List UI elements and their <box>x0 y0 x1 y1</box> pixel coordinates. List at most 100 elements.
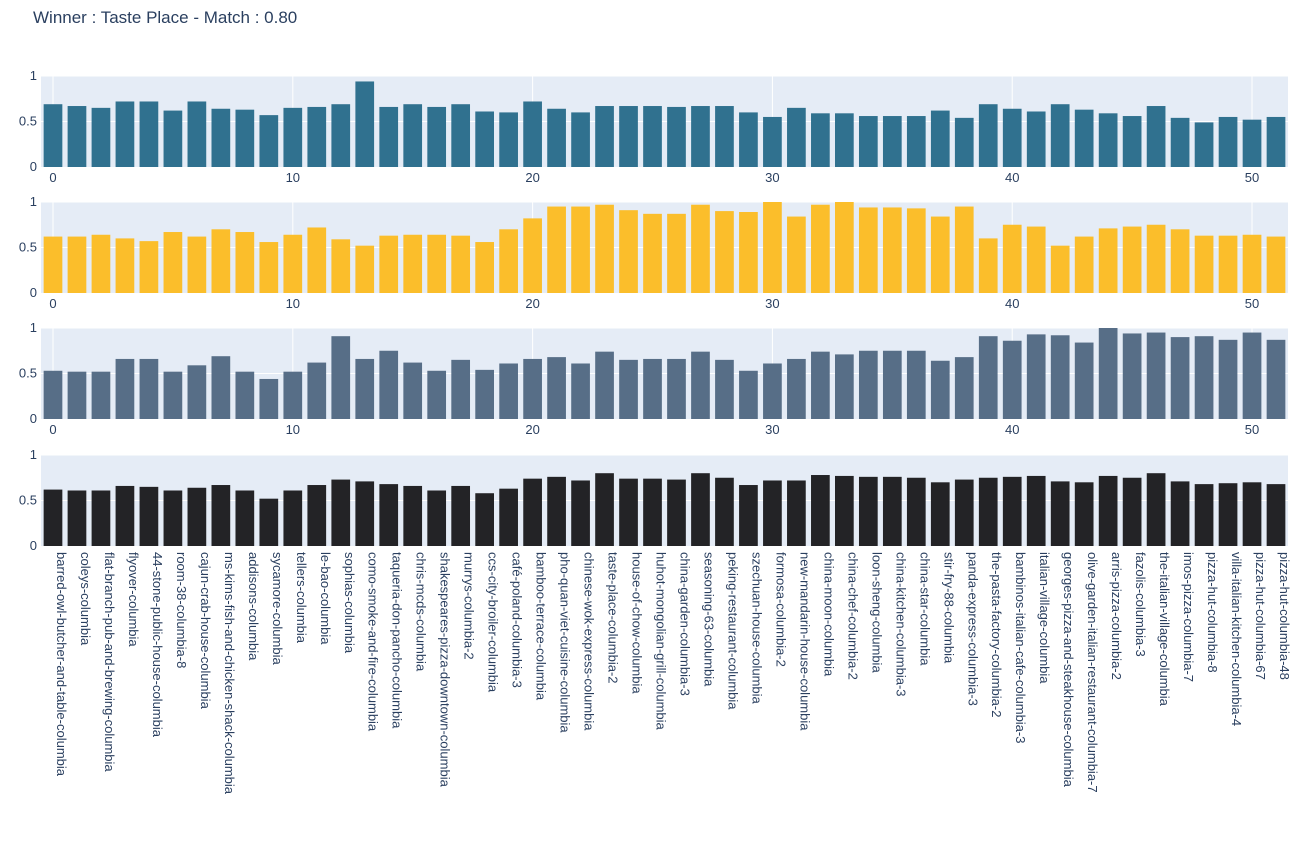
x-index-tick-label: 20 <box>525 296 539 311</box>
bar <box>1050 104 1070 167</box>
bar <box>595 204 614 293</box>
x-category-label: taqueria-don-pancho-columbia <box>390 552 405 729</box>
bar <box>954 206 974 293</box>
bar <box>235 109 255 167</box>
x-category-label: tellers-columbia <box>294 552 309 644</box>
bar <box>379 350 399 419</box>
y-tick-label: 0 <box>30 538 37 553</box>
bar <box>43 236 63 293</box>
y-tick-label: 0.5 <box>19 493 37 508</box>
bar <box>1266 116 1286 167</box>
bar <box>139 358 159 419</box>
bar <box>427 234 447 293</box>
bar <box>787 107 806 167</box>
x-category-label: new-mandarin-house-columbia <box>797 552 812 731</box>
bar <box>1074 482 1094 546</box>
bar <box>475 111 494 167</box>
bar <box>379 484 399 546</box>
y-tick-label: 1 <box>30 68 37 83</box>
bar <box>451 485 471 546</box>
x-category-label: fazolis-columbia-3 <box>1133 552 1148 657</box>
bar <box>1026 111 1046 167</box>
bar <box>595 351 614 419</box>
bar <box>667 358 686 419</box>
bar <box>858 116 878 167</box>
bar <box>835 475 854 546</box>
x-category-label: china-garden-columbia-3 <box>677 552 692 696</box>
x-category-label: peking-restaurant-columbia <box>725 552 740 710</box>
bar <box>547 206 566 293</box>
bar <box>619 210 638 293</box>
bar <box>739 112 758 167</box>
bar <box>1002 476 1022 546</box>
bar <box>906 477 926 546</box>
y-tick-label: 0 <box>30 285 37 300</box>
bar <box>43 489 63 546</box>
bar <box>403 362 423 419</box>
x-category-label: formosa-columbia-2 <box>773 552 788 667</box>
x-category-label: villa-italian-kitchen-columbia-4 <box>1229 552 1244 726</box>
x-category-label: seasoning-63-columbia <box>701 552 716 687</box>
bar <box>67 106 87 167</box>
bar <box>763 480 782 546</box>
bar <box>739 370 758 419</box>
bar <box>930 482 950 546</box>
bar <box>691 351 710 419</box>
bar <box>427 106 447 167</box>
bar <box>643 358 662 419</box>
bar <box>499 112 518 167</box>
bar <box>1146 332 1166 419</box>
bar <box>115 238 135 293</box>
bar <box>1026 475 1046 546</box>
x-category-label: the-italian-village-columbia <box>1157 552 1172 707</box>
bar <box>187 101 207 167</box>
bar <box>787 216 806 293</box>
bar <box>187 365 207 419</box>
bar <box>1242 482 1262 546</box>
bar <box>259 242 279 293</box>
bar <box>1194 336 1214 419</box>
bar <box>858 476 878 546</box>
bar <box>1074 342 1094 419</box>
bar <box>91 490 111 546</box>
bar <box>1002 340 1022 419</box>
bar <box>307 485 327 546</box>
bar <box>403 104 423 167</box>
bar <box>259 115 279 167</box>
bar <box>1218 339 1238 419</box>
bar <box>427 370 447 419</box>
bar <box>355 358 375 419</box>
x-category-label: huhot-mongolian-grill-columbia <box>654 552 669 731</box>
bar <box>1170 481 1190 546</box>
bar <box>1194 235 1214 293</box>
bar <box>571 206 590 293</box>
bar <box>91 371 111 419</box>
x-category-label: room-38-columbia-8 <box>174 552 189 668</box>
bar <box>882 207 902 293</box>
bar <box>403 485 423 546</box>
bar <box>1074 109 1094 167</box>
bar <box>691 106 710 167</box>
bar <box>619 359 638 419</box>
bar <box>787 480 806 546</box>
bar <box>451 104 471 167</box>
bar <box>715 477 734 546</box>
y-tick-label: 1 <box>30 194 37 209</box>
bar <box>1218 116 1238 167</box>
bar <box>715 106 734 167</box>
bar <box>1242 119 1262 167</box>
bar <box>451 235 471 293</box>
bar <box>91 107 111 167</box>
x-category-label: 44-stone-public-house-columbia <box>150 552 165 738</box>
x-index-tick-label: 20 <box>525 422 539 437</box>
bar <box>451 359 471 419</box>
bar <box>930 360 950 419</box>
x-category-label: shakespeares-pizza-downtown-columbia <box>438 552 453 788</box>
bar <box>978 238 998 293</box>
bar <box>547 108 566 167</box>
bar <box>523 218 542 293</box>
x-category-label: china-moon-columbia <box>821 552 836 677</box>
bar <box>355 81 375 167</box>
bar <box>163 490 183 546</box>
bar <box>331 479 351 546</box>
